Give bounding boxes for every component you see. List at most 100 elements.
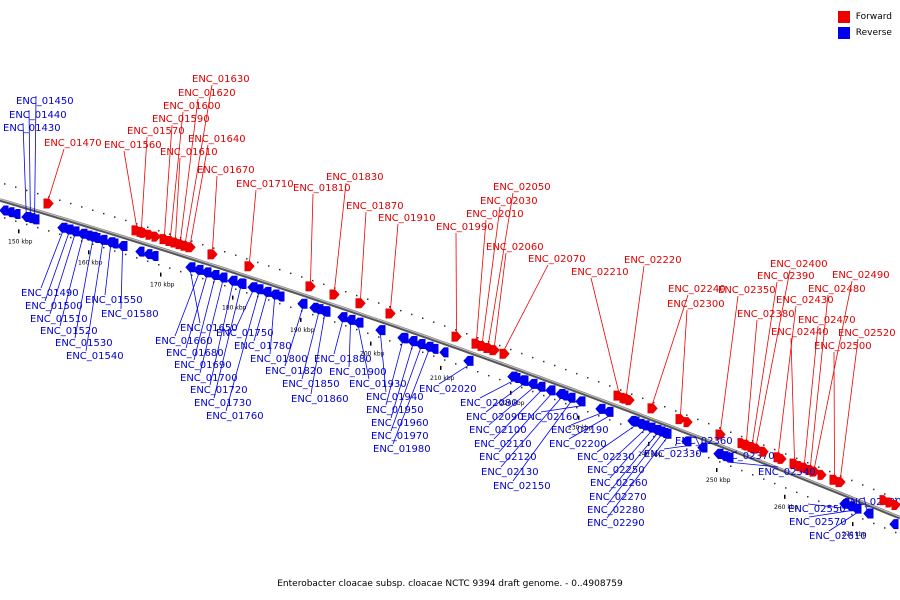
forward-gene[interactable] <box>809 466 820 477</box>
forward-gene-label[interactable]: ENC_02380 <box>737 309 795 320</box>
reverse-gene[interactable] <box>559 390 569 401</box>
forward-gene-label[interactable]: ENC_01600 <box>163 101 221 112</box>
forward-gene-label[interactable]: ENC_02350 <box>718 285 776 296</box>
forward-gene-label[interactable]: ENC_02470 <box>798 315 856 326</box>
reverse-gene-label[interactable]: ENC_01510 <box>30 314 88 325</box>
reverse-gene-label[interactable]: ENC_02260 <box>590 478 648 489</box>
forward-gene[interactable] <box>499 348 510 359</box>
forward-gene[interactable] <box>777 453 787 464</box>
forward-gene-label[interactable]: ENC_02010 <box>466 209 524 220</box>
reverse-gene-label[interactable]: ENC_02290 <box>587 518 645 529</box>
reverse-gene[interactable] <box>627 415 637 426</box>
reverse-gene[interactable] <box>135 246 145 257</box>
reverse-gene[interactable] <box>345 314 356 325</box>
reverse-gene-label[interactable]: ENC_01930 <box>349 379 407 390</box>
reverse-gene-label[interactable]: ENC_02550 <box>788 504 846 515</box>
reverse-gene-label[interactable]: ENC_01950 <box>366 405 424 416</box>
reverse-gene-label[interactable]: ENC_01520 <box>40 326 98 337</box>
reverse-gene[interactable] <box>527 378 538 389</box>
reverse-gene[interactable] <box>201 267 212 278</box>
forward-gene[interactable] <box>385 308 396 319</box>
forward-gene[interactable] <box>891 500 900 511</box>
forward-gene[interactable] <box>329 289 340 300</box>
forward-gene[interactable] <box>185 242 196 253</box>
reverse-gene[interactable] <box>209 269 220 280</box>
forward-gene-label[interactable]: ENC_01610 <box>160 147 218 158</box>
reverse-gene[interactable] <box>511 373 521 384</box>
forward-gene[interactable] <box>43 198 54 209</box>
reverse-gene[interactable] <box>297 298 308 309</box>
reverse-gene-label[interactable]: ENC_01800 <box>250 354 308 365</box>
forward-gene-label[interactable]: ENC_01570 <box>127 126 185 137</box>
reverse-gene-label[interactable]: ENC_01550 <box>85 295 143 306</box>
reverse-gene[interactable] <box>227 275 238 286</box>
reverse-gene-label[interactable]: ENC_01900 <box>329 367 387 378</box>
reverse-gene-label[interactable]: ENC_01730 <box>194 398 252 409</box>
reverse-gene-label[interactable]: ENC_02540 <box>758 467 816 478</box>
reverse-gene-label[interactable]: ENC_01850 <box>282 379 340 390</box>
forward-gene-label[interactable]: ENC_02060 <box>486 242 544 253</box>
forward-gene-label[interactable]: ENC_02390 <box>757 271 815 282</box>
reverse-gene[interactable] <box>429 343 439 354</box>
forward-gene-label[interactable]: ENC_01830 <box>326 172 384 183</box>
reverse-gene[interactable] <box>603 406 614 417</box>
reverse-gene-label[interactable]: ENC_02110 <box>474 439 532 450</box>
reverse-gene-label[interactable]: ENC_02120 <box>479 452 537 463</box>
reverse-gene-label[interactable]: ENC_01980 <box>373 444 431 455</box>
reverse-gene[interactable] <box>353 317 364 328</box>
forward-gene-label[interactable]: ENC_02520 <box>838 328 896 339</box>
reverse-gene-label[interactable]: ENC_02270 <box>589 492 647 503</box>
reverse-gene[interactable] <box>635 418 645 429</box>
reverse-gene[interactable] <box>91 233 101 244</box>
reverse-gene-label[interactable]: ENC_02370 <box>717 451 775 462</box>
forward-gene[interactable] <box>207 249 218 260</box>
reverse-gene[interactable] <box>149 250 159 261</box>
reverse-gene-label[interactable]: ENC_02230 <box>577 452 635 463</box>
reverse-gene[interactable] <box>535 381 546 392</box>
reverse-gene-label[interactable]: ENC_01960 <box>371 418 429 429</box>
reverse-gene-label[interactable]: ENC_01540 <box>66 351 124 362</box>
reverse-gene-label[interactable]: ENC_02610 <box>809 531 867 542</box>
reverse-gene-label[interactable]: ENC_02620 <box>844 497 900 508</box>
reverse-gene-label[interactable]: ENC_02200 <box>549 439 607 450</box>
reverse-gene-label[interactable]: ENC_02020 <box>419 384 477 395</box>
forward-gene-label[interactable]: ENC_02070 <box>528 254 586 265</box>
reverse-gene-label[interactable]: ENC_02190 <box>551 425 609 436</box>
reverse-gene[interactable] <box>575 396 586 407</box>
reverse-gene[interactable] <box>415 338 426 349</box>
reverse-gene-label[interactable]: ENC_01690 <box>174 360 232 371</box>
reverse-gene-label[interactable]: ENC_02330 <box>644 449 702 460</box>
reverse-gene-label[interactable]: ENC_02250 <box>587 465 645 476</box>
reverse-gene-label[interactable]: ENC_02150 <box>493 481 551 492</box>
reverse-gene-label[interactable]: ENC_01580 <box>101 309 159 320</box>
reverse-gene[interactable] <box>275 291 285 302</box>
forward-gene[interactable] <box>355 298 366 309</box>
reverse-gene[interactable] <box>337 312 348 323</box>
reverse-gene-label[interactable]: ENC_02100 <box>469 425 527 436</box>
forward-gene[interactable] <box>751 443 762 454</box>
reverse-gene-label[interactable]: ENC_01760 <box>206 411 264 422</box>
reverse-gene[interactable] <box>69 226 80 237</box>
forward-gene-label[interactable]: ENC_01470 <box>44 138 102 149</box>
reverse-gene[interactable] <box>309 302 319 313</box>
reverse-gene[interactable] <box>681 436 692 447</box>
reverse-gene[interactable] <box>399 333 409 344</box>
forward-gene[interactable] <box>647 403 658 414</box>
reverse-gene-label[interactable]: ENC_02360 <box>675 436 733 447</box>
reverse-gene-label[interactable]: ENC_01660 <box>155 336 213 347</box>
forward-gene-label[interactable]: ENC_01870 <box>346 201 404 212</box>
forward-gene[interactable] <box>675 414 686 425</box>
forward-gene[interactable] <box>489 345 500 356</box>
reverse-gene[interactable] <box>463 355 474 366</box>
reverse-gene[interactable] <box>11 209 21 220</box>
forward-gene-label[interactable]: ENC_01710 <box>236 179 294 190</box>
forward-gene[interactable] <box>683 417 693 428</box>
forward-gene-label[interactable]: ENC_01990 <box>436 222 494 233</box>
reverse-gene[interactable] <box>719 451 729 462</box>
reverse-gene-label[interactable]: ENC_02160 <box>521 412 579 423</box>
forward-gene[interactable] <box>715 429 726 440</box>
reverse-gene-label[interactable]: ENC_01860 <box>291 394 349 405</box>
reverse-gene-label[interactable]: ENC_01430 <box>3 123 61 134</box>
forward-gene-label[interactable]: ENC_02300 <box>667 299 725 310</box>
reverse-gene[interactable] <box>697 442 708 453</box>
